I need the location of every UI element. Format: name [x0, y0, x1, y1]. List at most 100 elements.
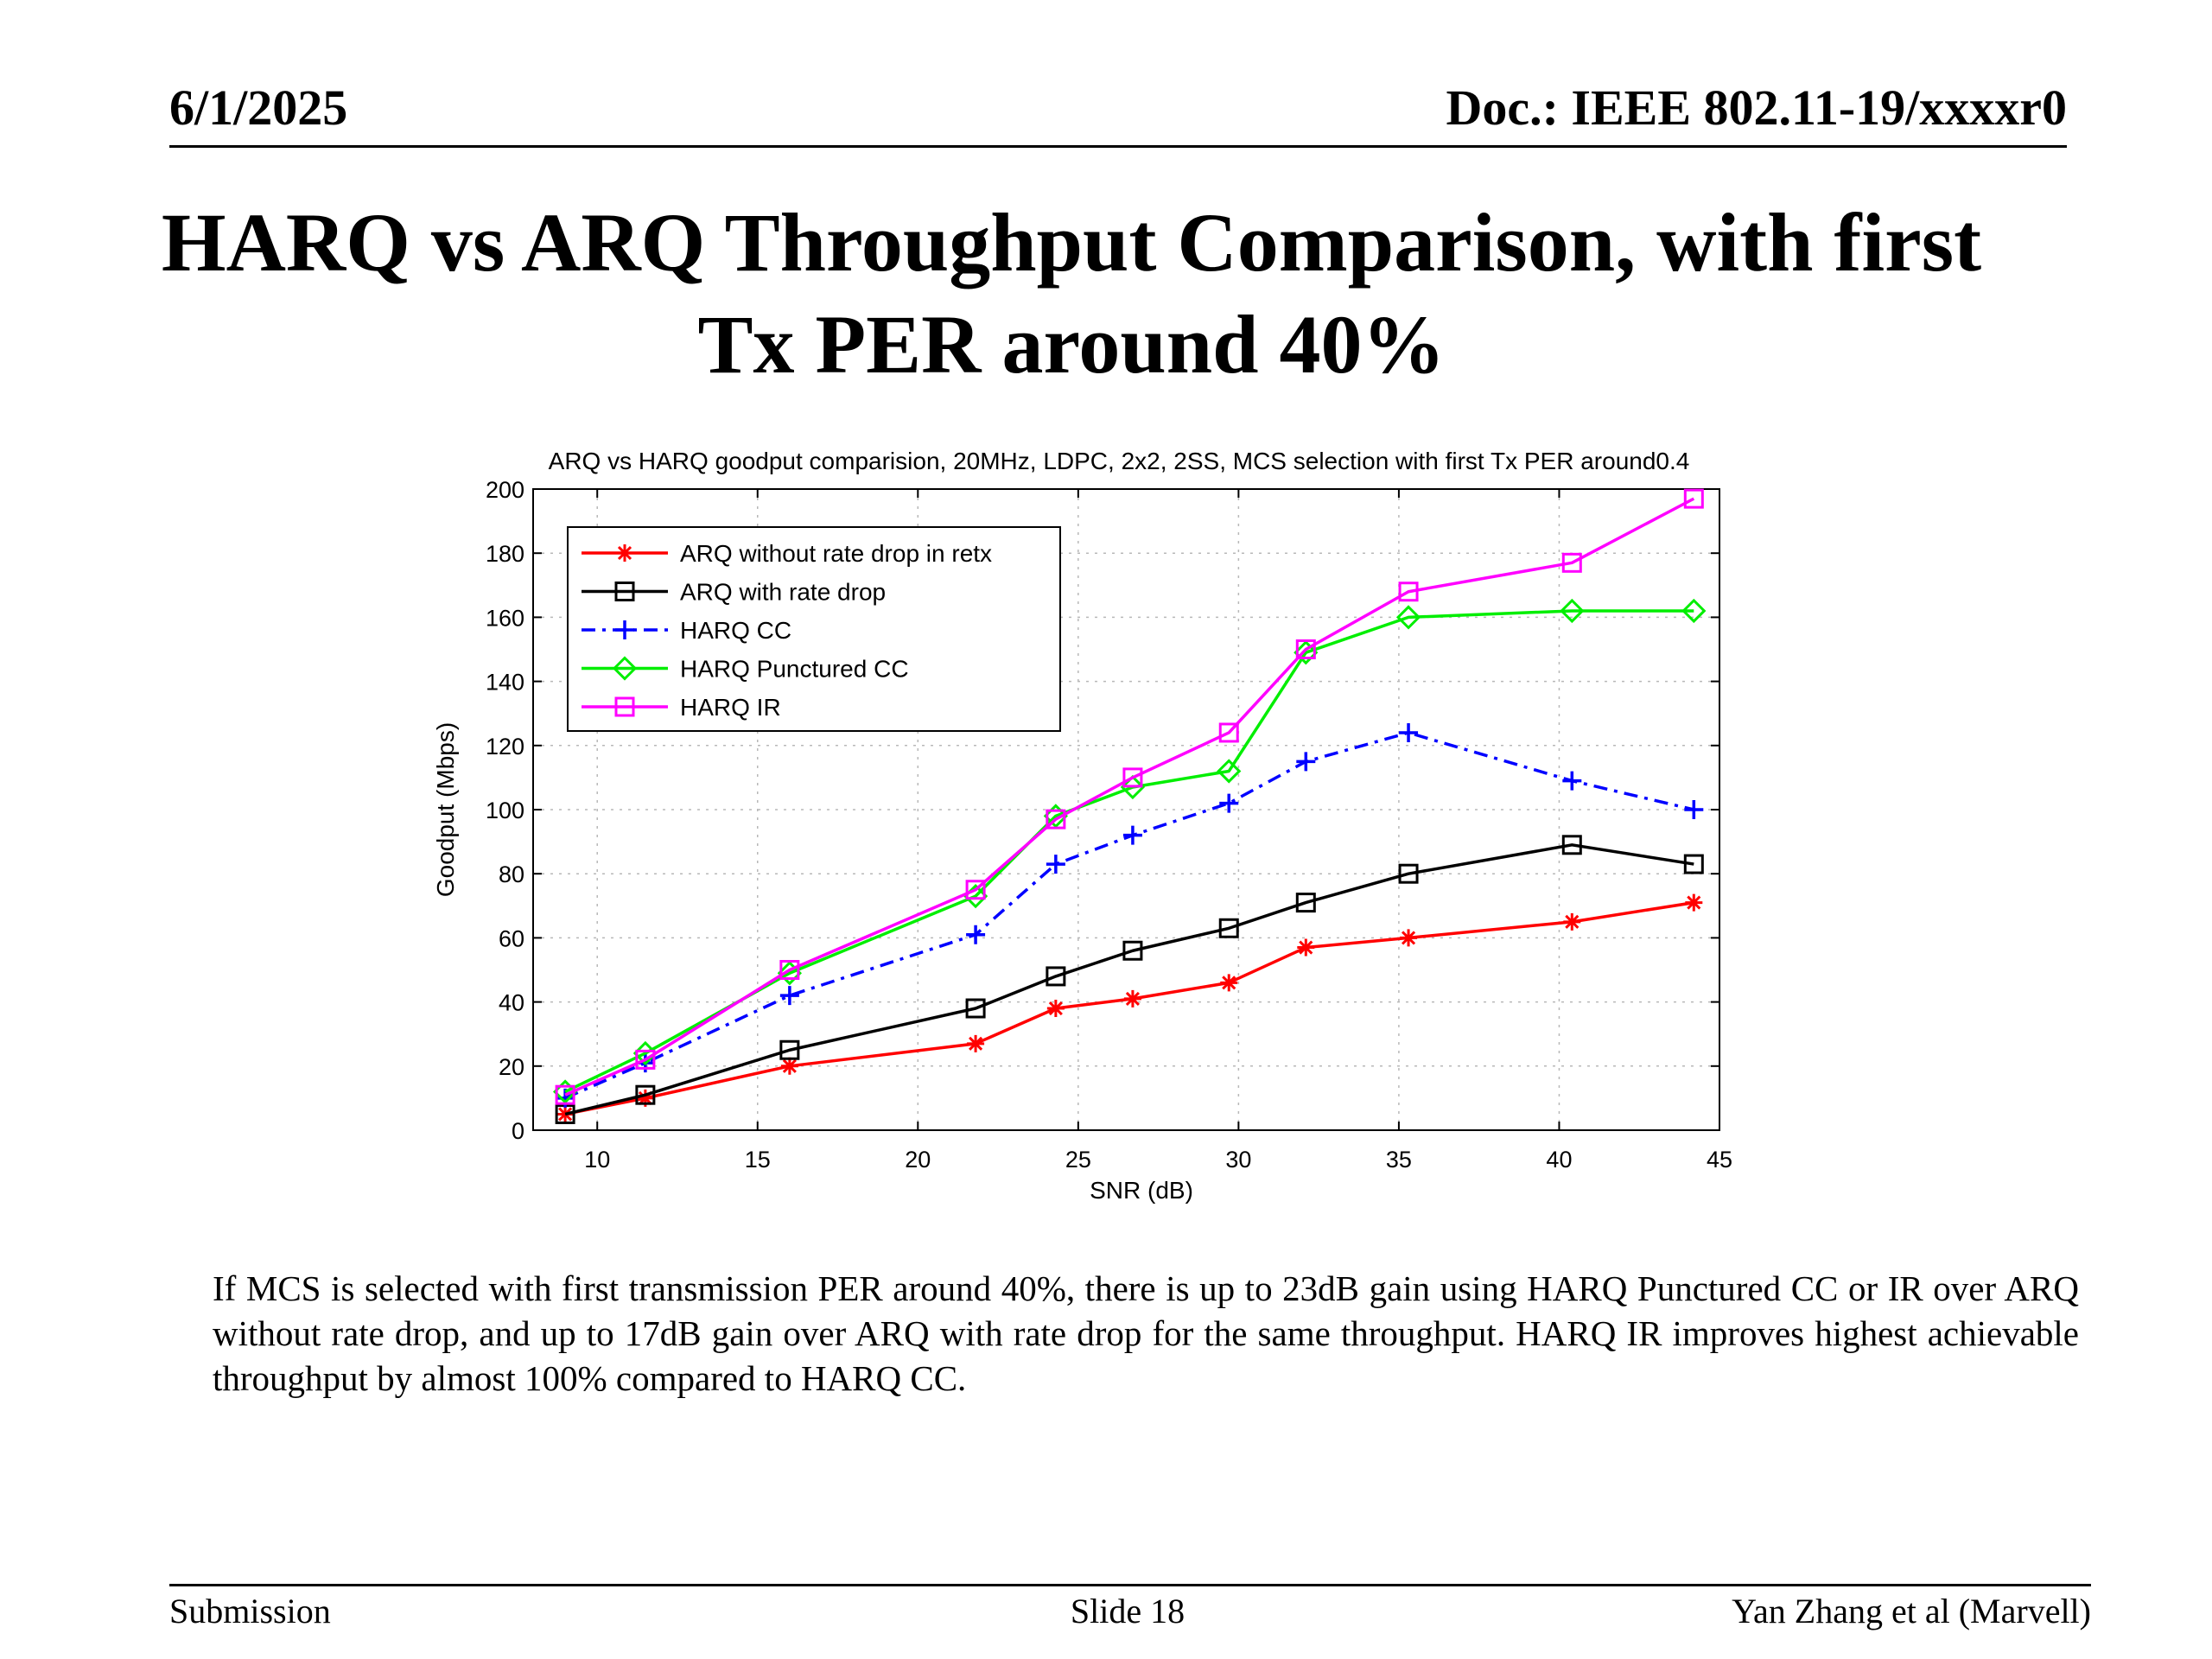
y-tick-label: 60 — [499, 925, 524, 951]
data-point-marker — [1218, 918, 1239, 938]
slide-body-text: If MCS is selected with first transmissi… — [213, 1268, 2079, 1398]
data-point-marker — [1122, 940, 1143, 961]
footer-divider — [169, 1584, 2091, 1586]
x-tick-label: 10 — [584, 1147, 610, 1173]
x-tick-label: 45 — [1707, 1147, 1732, 1173]
header-date: 6/1/2025 — [169, 79, 348, 136]
x-tick-label: 15 — [745, 1147, 771, 1173]
y-tick-label: 120 — [486, 734, 524, 760]
legend-label: HARQ CC — [680, 617, 791, 644]
x-axis-label: SNR (dB) — [1090, 1177, 1193, 1204]
data-point-marker — [1684, 800, 1704, 819]
data-point-marker — [1220, 974, 1238, 992]
data-point-marker — [1046, 1000, 1065, 1018]
y-tick-label: 0 — [512, 1118, 524, 1144]
data-point-marker — [1120, 774, 1146, 800]
legend-label: ARQ with rate drop — [680, 579, 886, 606]
legend-swatch-marker — [616, 544, 633, 562]
x-tick-label: 25 — [1065, 1147, 1091, 1173]
series-line-1 — [564, 843, 1694, 1116]
header-doc-id: Doc.: IEEE 802.11-19/xxxxr0 — [1446, 79, 2067, 136]
legend-swatch-marker — [614, 582, 635, 601]
data-point-marker — [1685, 893, 1703, 912]
data-point-marker — [779, 960, 800, 980]
series-line-0 — [564, 900, 1694, 1116]
footer-author: Yan Zhang et al (Marvell) — [1732, 1592, 2091, 1630]
data-point-marker — [777, 961, 802, 986]
data-point-marker — [779, 986, 799, 1006]
data-point-marker — [1123, 989, 1141, 1007]
data-point-marker — [1395, 605, 1421, 630]
data-point-marker — [635, 1084, 656, 1105]
data-point-marker — [1561, 552, 1582, 573]
footer-slide-number: Slide 18 — [1070, 1592, 1185, 1630]
legend-label: HARQ IR — [680, 694, 781, 721]
series-line-4 — [564, 497, 1695, 1096]
x-tick-label: 30 — [1225, 1147, 1251, 1173]
x-tick-label: 35 — [1386, 1147, 1412, 1173]
slide-title: HARQ vs ARQ Throughput Comparison, with … — [69, 192, 2074, 396]
data-point-marker — [1046, 809, 1066, 830]
data-point-marker — [1561, 835, 1582, 855]
data-point-marker — [1399, 722, 1419, 742]
data-point-marker — [1294, 640, 1319, 665]
data-point-marker — [1219, 793, 1239, 813]
data-point-marker — [1217, 759, 1242, 784]
data-point-marker — [1043, 804, 1068, 829]
data-point-marker — [1046, 855, 1065, 874]
y-tick-label: 180 — [486, 541, 524, 567]
data-point-marker — [1560, 598, 1585, 624]
y-tick-label: 40 — [499, 990, 524, 1016]
y-axis-label: Goodput (Mbps) — [432, 722, 459, 897]
goodput-line-chart: ARQ vs HARQ goodput comparision, 20MHz, … — [432, 448, 1732, 1204]
data-point-marker — [1562, 771, 1582, 791]
data-point-marker — [779, 1039, 800, 1060]
y-tick-label: 140 — [486, 670, 524, 696]
data-point-marker — [1295, 639, 1316, 659]
chart-plot-frame — [532, 488, 1720, 1131]
data-point-marker — [1398, 582, 1419, 602]
chart-axis-ticks: 10 15 20 25 30 35 40 45 0 20 40 60 80 100 120 140 160 180… — [486, 477, 1732, 1173]
chart-series — [552, 488, 1707, 1124]
data-point-marker — [1400, 929, 1418, 947]
header-divider — [169, 145, 2067, 148]
data-point-marker — [1563, 912, 1581, 931]
data-point-marker — [1683, 488, 1704, 509]
data-point-marker — [1297, 938, 1315, 957]
data-point-marker — [1296, 752, 1316, 772]
legend-swatch-marker — [615, 620, 634, 639]
y-tick-label: 200 — [486, 477, 524, 503]
data-point-marker — [1218, 722, 1239, 743]
data-point-marker — [1683, 854, 1704, 874]
data-point-marker — [636, 1089, 654, 1107]
data-point-marker — [965, 880, 986, 900]
data-point-marker — [967, 1034, 985, 1052]
footer-submission: Submission — [169, 1592, 331, 1630]
data-point-marker — [780, 1057, 798, 1075]
chart-legend: ARQ without rate drop in retx ARQ with ra… — [567, 526, 1061, 732]
data-point-marker — [1681, 598, 1707, 624]
slide-title-line-1: HARQ vs ARQ Throughput Comparison, with … — [161, 196, 1982, 289]
data-point-marker — [1046, 966, 1066, 987]
legend-label: ARQ without rate drop in retx — [680, 540, 992, 567]
chart-title: ARQ vs HARQ goodput comparision, 20MHz, … — [549, 448, 1690, 474]
y-tick-label: 80 — [499, 861, 524, 887]
y-tick-label: 100 — [486, 798, 524, 823]
y-tick-label: 20 — [499, 1054, 524, 1080]
x-tick-label: 40 — [1546, 1147, 1572, 1173]
legend-label: HARQ Punctured CC — [680, 656, 909, 683]
data-point-marker — [1122, 767, 1143, 788]
data-point-marker — [1122, 825, 1142, 845]
data-point-marker — [556, 1105, 575, 1123]
data-point-marker — [966, 925, 986, 944]
data-point-marker — [552, 1079, 578, 1104]
data-point-marker — [1398, 863, 1419, 884]
slide-title-line-2: Tx PER around 40% — [697, 298, 1446, 391]
data-point-marker — [965, 998, 986, 1019]
legend-swatch-marker — [612, 656, 638, 681]
data-point-marker — [1295, 893, 1316, 913]
legend-swatch-marker — [614, 696, 635, 717]
data-point-marker — [635, 1049, 656, 1070]
y-tick-label: 160 — [486, 605, 524, 631]
data-point-marker — [555, 1084, 575, 1105]
